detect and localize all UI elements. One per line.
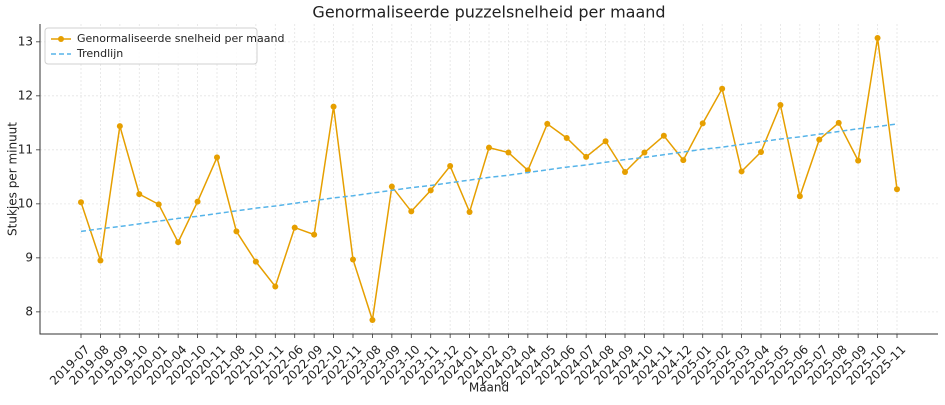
x-axis-label: Maand xyxy=(469,381,509,395)
data-point xyxy=(350,256,356,263)
data-point xyxy=(738,168,745,175)
axis xyxy=(39,24,938,335)
data-point xyxy=(486,144,492,151)
data-point xyxy=(214,154,220,161)
data-point xyxy=(136,191,143,198)
data-point xyxy=(97,257,104,264)
y-tick-label: 10 xyxy=(18,196,33,210)
data-point xyxy=(194,198,201,205)
data-point xyxy=(505,149,512,156)
data-point xyxy=(563,134,570,141)
data-point xyxy=(816,136,823,143)
data-point xyxy=(447,163,454,170)
chart-title: Genormaliseerde puzzelsnelheid per maand xyxy=(312,3,665,22)
y-tick-label: 12 xyxy=(18,88,33,102)
data-point xyxy=(796,193,803,200)
y-tick-label: 11 xyxy=(18,142,33,156)
data-point xyxy=(252,258,259,265)
data-point xyxy=(78,199,84,206)
data-point xyxy=(330,103,337,110)
data-point xyxy=(233,228,240,235)
y-tick-label: 8 xyxy=(25,304,33,318)
y-tick-label: 9 xyxy=(25,250,33,264)
data-point xyxy=(466,208,473,215)
data-point xyxy=(388,183,395,190)
legend-label: Genormaliseerde snelheid per maand xyxy=(77,32,284,45)
data-point xyxy=(583,153,590,160)
legend-box xyxy=(44,27,258,65)
data-point xyxy=(369,316,376,323)
data-point xyxy=(719,85,726,92)
data-point xyxy=(155,201,162,208)
data-point xyxy=(641,149,648,156)
data-point xyxy=(311,231,318,238)
legend-label: Trendlijn xyxy=(76,47,123,60)
data-point xyxy=(116,123,123,130)
data-point xyxy=(777,102,784,109)
data-point xyxy=(894,186,900,193)
y-tick-label: 13 xyxy=(18,34,33,48)
data-point xyxy=(758,148,764,155)
data-point xyxy=(874,35,881,42)
data-point xyxy=(699,120,706,127)
data-point xyxy=(175,239,182,246)
data-point xyxy=(427,187,434,194)
y-axis-label: Stukjes per minuut xyxy=(6,122,20,236)
series-line xyxy=(80,123,898,233)
legend-marker xyxy=(58,36,64,42)
data-point xyxy=(680,157,687,164)
data-point xyxy=(622,168,628,175)
data-point xyxy=(660,132,667,139)
data-point xyxy=(544,120,551,127)
data-point xyxy=(272,283,279,290)
data-point xyxy=(602,138,609,145)
data-point xyxy=(855,157,862,164)
data-point xyxy=(835,119,842,126)
data-point xyxy=(291,224,298,231)
data-point xyxy=(408,208,415,215)
